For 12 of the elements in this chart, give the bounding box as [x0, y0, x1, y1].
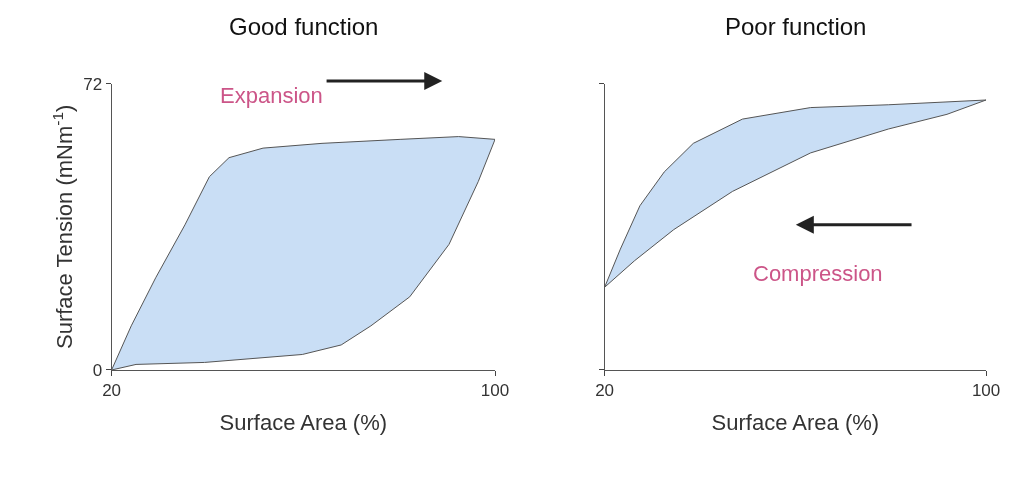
chart-title: Good function — [229, 13, 379, 40]
x-tick-label: 20 — [595, 381, 615, 401]
x-tick-label: 100 — [480, 381, 510, 401]
annotation: Expansion — [220, 83, 323, 108]
annotation: Compression — [753, 261, 883, 286]
x-axis-title: Surface Area (%) — [219, 410, 388, 436]
x-tick-label: 20 — [102, 381, 122, 401]
x-axis-title: Surface Area (%) — [711, 410, 880, 436]
y-tick-label: 0 — [92, 360, 103, 380]
x-tick-label: 100 — [971, 381, 1001, 401]
chart-title: Poor function — [725, 13, 867, 40]
y-tick-label: 72 — [83, 74, 103, 94]
